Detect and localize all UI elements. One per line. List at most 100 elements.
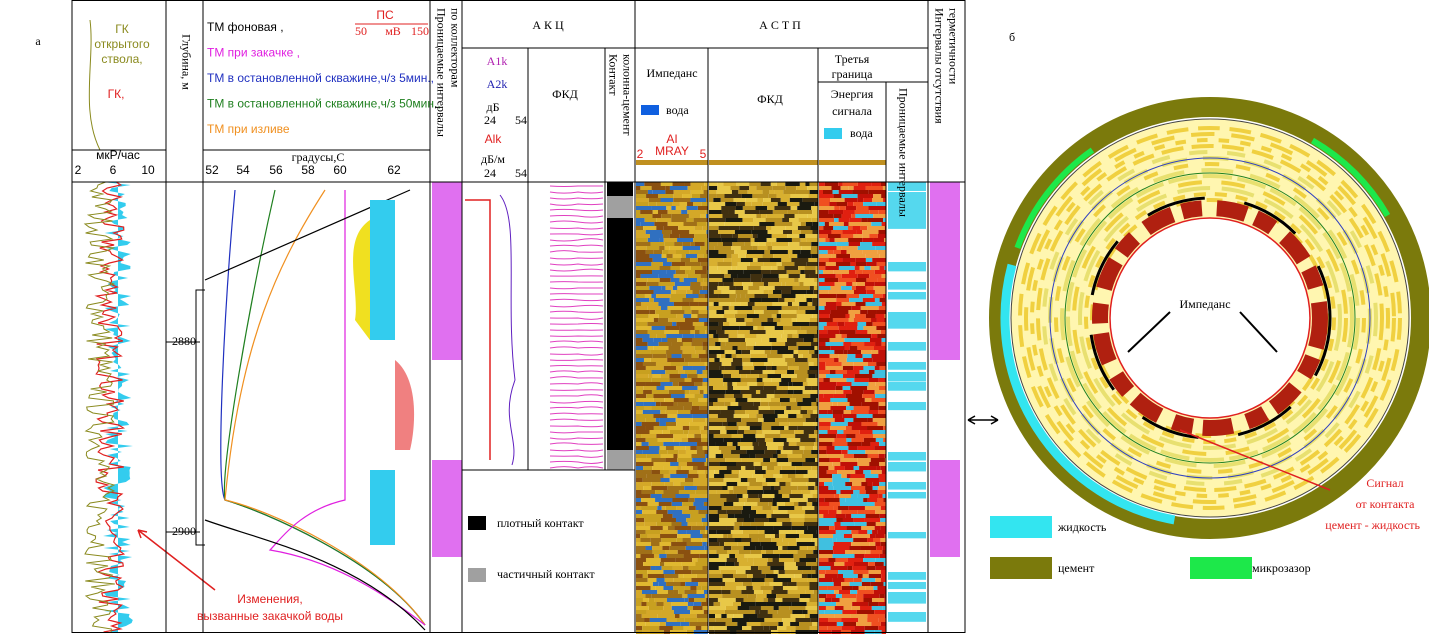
image-log-cell — [777, 610, 793, 614]
image-log-cell — [880, 518, 886, 522]
image-log-cell — [733, 386, 750, 390]
image-log-cell — [879, 482, 886, 486]
image-log-cell — [856, 282, 865, 286]
image-log-cell — [738, 426, 750, 430]
image-log-cell — [861, 482, 868, 486]
image-log-cell — [721, 522, 735, 526]
image-log-cell — [687, 602, 694, 606]
image-log-cell — [733, 574, 748, 578]
akc-title: А К Ц — [532, 18, 564, 32]
image-log-cell — [697, 206, 708, 210]
image-log-cell — [697, 258, 708, 262]
image-log-cell — [756, 478, 766, 482]
image-log-cell — [676, 506, 689, 510]
image-log-cell — [881, 194, 886, 198]
image-log-cell — [871, 606, 883, 610]
image-log-cell — [688, 598, 695, 602]
image-log-cell — [726, 482, 738, 486]
image-log-cell — [746, 450, 765, 454]
image-log-cell — [647, 534, 661, 538]
image-log-cell — [760, 390, 775, 394]
perm-cell — [888, 582, 926, 590]
image-log-cell — [697, 442, 708, 446]
image-log-cell — [766, 366, 772, 370]
image-log-cell — [692, 466, 698, 470]
fkd-wave — [549, 449, 604, 452]
image-log-cell — [723, 374, 732, 378]
image-log-cell — [769, 338, 777, 342]
thermo-curve — [224, 189, 426, 626]
image-log-cell — [648, 374, 653, 378]
image-log-cell — [871, 622, 881, 626]
image-log-cell — [796, 530, 805, 534]
image-log-cell — [636, 498, 642, 502]
image-log-cell — [681, 562, 696, 566]
image-log-cell — [819, 306, 825, 310]
image-log-cell — [636, 550, 653, 554]
image-log-cell — [759, 286, 765, 290]
image-log-cell — [724, 330, 738, 334]
image-log-cell — [876, 310, 886, 314]
image-log-cell — [863, 358, 873, 362]
image-log-cell — [776, 218, 783, 222]
image-log-cell — [737, 558, 748, 562]
image-log-cell — [878, 406, 886, 410]
akc-scale: 54 — [515, 113, 527, 127]
image-log-cell — [823, 394, 834, 398]
image-log-cell — [673, 578, 692, 582]
image-log-cell — [825, 238, 830, 242]
image-log-cell — [776, 338, 788, 342]
image-log-cell — [705, 366, 708, 370]
image-log-cell — [692, 402, 708, 406]
image-log-cell — [850, 262, 857, 266]
image-log-cell — [709, 522, 722, 526]
image-log-cell — [878, 626, 886, 630]
image-log-cell — [737, 482, 750, 486]
image-log-cell — [786, 406, 791, 410]
image-log-cell — [742, 218, 754, 222]
image-log-cell — [764, 530, 779, 534]
image-log-cell — [807, 574, 812, 578]
image-log-cell — [661, 566, 673, 570]
image-log-cell — [851, 342, 865, 346]
image-log-cell — [736, 354, 751, 358]
image-log-cell — [658, 282, 675, 286]
image-log-cell — [701, 434, 708, 438]
image-log-cell — [809, 598, 818, 602]
image-log-cell — [832, 190, 839, 194]
image-log-cell — [819, 322, 827, 326]
image-log-cell — [853, 290, 867, 294]
image-log-cell — [684, 182, 691, 186]
image-log-cell — [658, 582, 667, 586]
image-log-cell — [636, 246, 647, 250]
image-log-cell — [868, 574, 882, 578]
thermo-tick: 60 — [333, 163, 347, 177]
image-log-cell — [833, 214, 842, 218]
image-log-cell — [732, 242, 745, 246]
image-log-cell — [819, 346, 831, 350]
image-log-cell — [647, 346, 654, 350]
image-log-cell — [835, 370, 847, 374]
thermo-legend-entry: ТМ при изливе — [207, 122, 290, 136]
image-log-cell — [664, 330, 680, 334]
image-log-cell — [784, 298, 796, 302]
image-log-cell — [661, 506, 666, 510]
image-log-cell — [674, 282, 691, 286]
perm-cell — [888, 262, 926, 272]
image-log-cell — [670, 266, 680, 270]
image-log-cell — [783, 190, 796, 194]
image-log-cell — [684, 478, 694, 482]
color-bar — [819, 160, 886, 165]
image-log-cell — [874, 526, 881, 530]
ps-min: 50 — [355, 24, 367, 38]
image-log-cell — [656, 434, 674, 438]
image-log-cell — [698, 294, 705, 298]
image-log-cell — [725, 606, 738, 610]
image-log-cell — [749, 426, 762, 430]
image-log-cell — [849, 402, 862, 406]
image-log-cell — [848, 310, 861, 314]
image-log-cell — [819, 318, 833, 322]
image-log-cell — [763, 418, 775, 422]
image-log-cell — [819, 230, 832, 234]
image-log-cell — [857, 246, 876, 250]
